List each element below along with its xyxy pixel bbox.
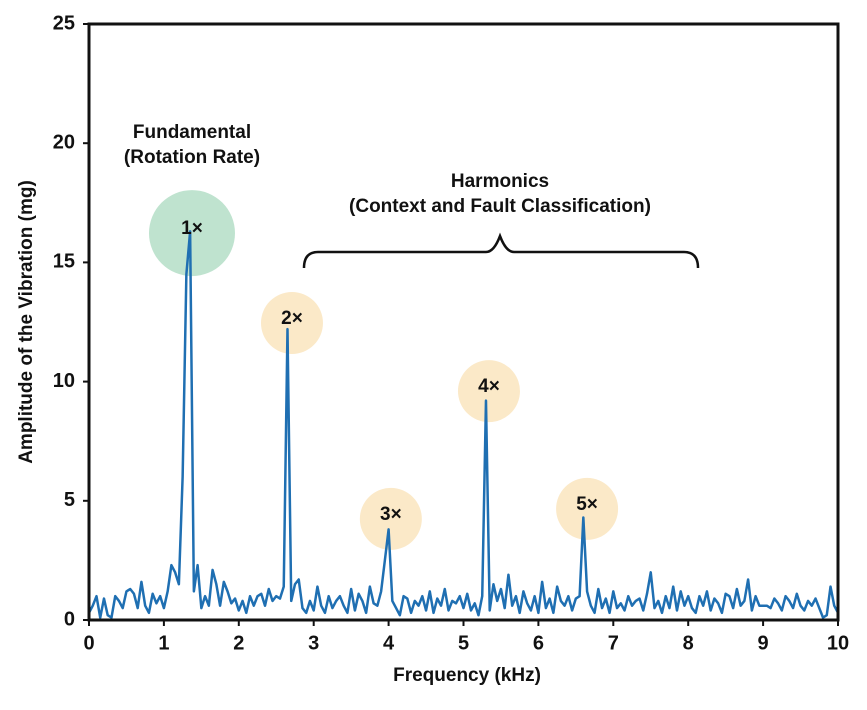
peak-marker bbox=[556, 477, 619, 540]
peak-label: 3× bbox=[380, 504, 402, 525]
peak-label: 2× bbox=[281, 308, 303, 329]
harmonics-label: Harmonics bbox=[451, 171, 549, 192]
x-axis-title: Frequency (kHz) bbox=[393, 665, 541, 686]
x-tick-label: 6 bbox=[533, 632, 544, 654]
peak-marker bbox=[457, 360, 520, 423]
y-tick-label: 25 bbox=[53, 12, 75, 34]
y-tick-label: 10 bbox=[53, 370, 75, 392]
x-tick-label: 5 bbox=[458, 632, 469, 654]
peak-marker bbox=[148, 190, 235, 277]
x-tick-label: 8 bbox=[683, 632, 694, 654]
y-tick-label: 20 bbox=[53, 131, 75, 153]
x-tick-label: 3 bbox=[308, 632, 319, 654]
x-tick-label: 0 bbox=[83, 632, 94, 654]
x-tick-label: 4 bbox=[383, 632, 395, 654]
y-tick-label: 15 bbox=[53, 251, 75, 273]
peak-marker bbox=[359, 487, 422, 550]
spectrum-line bbox=[87, 230, 840, 619]
harmonics-label: (Context and Fault Classification) bbox=[349, 196, 651, 217]
y-axis-title: Amplitude of the Vibration (mg) bbox=[16, 180, 37, 464]
plot-frame bbox=[87, 22, 840, 622]
peak-label: 1× bbox=[181, 218, 203, 239]
peak-label: 5× bbox=[576, 494, 598, 515]
x-tick-label: 1 bbox=[158, 632, 169, 654]
x-tick-label: 10 bbox=[827, 632, 849, 654]
peak-marker bbox=[260, 291, 323, 354]
x-tick-label: 7 bbox=[608, 632, 619, 654]
fundamental-label: (Rotation Rate) bbox=[124, 147, 260, 168]
fundamental-label: Fundamental bbox=[133, 122, 251, 143]
brace bbox=[302, 232, 700, 269]
y-tick-label: 5 bbox=[64, 489, 75, 511]
x-tick-label: 9 bbox=[758, 632, 769, 654]
y-tick-label: 0 bbox=[64, 608, 75, 630]
peak-label: 4× bbox=[478, 376, 500, 397]
x-tick-label: 2 bbox=[233, 632, 244, 654]
